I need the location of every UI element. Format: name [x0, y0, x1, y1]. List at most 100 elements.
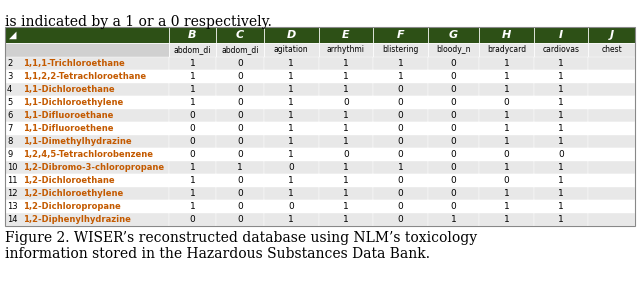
Bar: [534, 43, 588, 57]
Text: 0: 0: [558, 150, 564, 159]
Text: 1: 1: [558, 111, 564, 120]
Bar: [534, 109, 588, 122]
Text: 1,2-Dichloroethylene: 1,2-Dichloroethylene: [23, 189, 124, 198]
Bar: [5, 27, 635, 226]
Text: 1: 1: [558, 137, 564, 146]
Text: 0: 0: [189, 215, 195, 224]
Bar: [5, 70, 169, 83]
Bar: [479, 148, 534, 161]
Bar: [428, 70, 479, 83]
Bar: [479, 135, 534, 148]
Bar: [479, 174, 534, 187]
Text: 0: 0: [451, 137, 456, 146]
Text: 0: 0: [237, 189, 243, 198]
Bar: [319, 83, 373, 96]
Bar: [588, 213, 635, 226]
Text: 1: 1: [289, 85, 294, 94]
Bar: [479, 213, 534, 226]
Bar: [479, 161, 534, 174]
Bar: [216, 83, 264, 96]
Text: 1,2,4,5-Tetrachlorobenzene: 1,2,4,5-Tetrachlorobenzene: [23, 150, 153, 159]
Text: arrhythmi: arrhythmi: [327, 45, 365, 55]
Bar: [534, 57, 588, 70]
Text: 14: 14: [7, 215, 17, 224]
Text: B: B: [188, 30, 196, 40]
Text: is indicated by a 1 or a 0 respectively.: is indicated by a 1 or a 0 respectively.: [5, 15, 272, 29]
Text: 0: 0: [237, 85, 243, 94]
Text: 5: 5: [7, 98, 12, 107]
Text: 1: 1: [289, 111, 294, 120]
Bar: [264, 213, 319, 226]
Text: ◢: ◢: [9, 30, 17, 40]
Text: 1: 1: [397, 72, 403, 81]
Text: 1: 1: [451, 215, 456, 224]
Bar: [428, 27, 479, 43]
Text: 1: 1: [289, 137, 294, 146]
Bar: [373, 174, 428, 187]
Text: 1: 1: [343, 189, 349, 198]
Bar: [169, 148, 216, 161]
Text: 1: 1: [343, 215, 349, 224]
Bar: [216, 122, 264, 135]
Text: C: C: [236, 30, 244, 40]
Text: 0: 0: [289, 202, 294, 211]
Text: 0: 0: [189, 124, 195, 133]
Bar: [319, 27, 373, 43]
Text: bloody_n: bloody_n: [436, 45, 470, 55]
Text: 0: 0: [397, 85, 403, 94]
Bar: [534, 161, 588, 174]
Bar: [5, 161, 169, 174]
Text: 0: 0: [237, 215, 243, 224]
Text: 1: 1: [504, 163, 509, 172]
Text: 0: 0: [237, 150, 243, 159]
Text: 0: 0: [397, 176, 403, 185]
Text: 1: 1: [397, 59, 403, 68]
Text: 1: 1: [289, 124, 294, 133]
Bar: [216, 187, 264, 200]
Text: G: G: [449, 30, 458, 40]
Bar: [373, 57, 428, 70]
Bar: [534, 70, 588, 83]
Bar: [428, 135, 479, 148]
Bar: [216, 161, 264, 174]
Text: 1,1,2,2-Tetrachloroethane: 1,1,2,2-Tetrachloroethane: [23, 72, 146, 81]
Text: 1: 1: [558, 124, 564, 133]
Text: 0: 0: [397, 215, 403, 224]
Text: 1: 1: [504, 189, 509, 198]
Bar: [5, 148, 169, 161]
Text: 1,2-Diphenylhydrazine: 1,2-Diphenylhydrazine: [23, 215, 131, 224]
Text: 1: 1: [558, 202, 564, 211]
Bar: [264, 27, 319, 43]
Text: 0: 0: [397, 124, 403, 133]
Text: 1: 1: [237, 163, 243, 172]
Bar: [5, 200, 169, 213]
Text: 1: 1: [189, 59, 195, 68]
Text: 1: 1: [558, 85, 564, 94]
Text: 0: 0: [451, 163, 456, 172]
Text: 0: 0: [397, 98, 403, 107]
Text: 0: 0: [237, 72, 243, 81]
Bar: [534, 213, 588, 226]
Text: 1: 1: [397, 163, 403, 172]
Bar: [428, 96, 479, 109]
Bar: [428, 83, 479, 96]
Text: 12: 12: [7, 189, 17, 198]
Bar: [588, 187, 635, 200]
Text: 1: 1: [504, 72, 509, 81]
Text: 0: 0: [237, 176, 243, 185]
Bar: [319, 96, 373, 109]
Bar: [264, 161, 319, 174]
Bar: [264, 43, 319, 57]
Text: 1: 1: [343, 176, 349, 185]
Bar: [373, 122, 428, 135]
Bar: [216, 96, 264, 109]
Text: H: H: [502, 30, 511, 40]
Bar: [588, 43, 635, 57]
Text: 0: 0: [397, 111, 403, 120]
Text: 0: 0: [451, 202, 456, 211]
Bar: [319, 135, 373, 148]
Text: 1: 1: [189, 202, 195, 211]
Bar: [534, 83, 588, 96]
Text: 10: 10: [7, 163, 17, 172]
Text: 11: 11: [7, 176, 17, 185]
